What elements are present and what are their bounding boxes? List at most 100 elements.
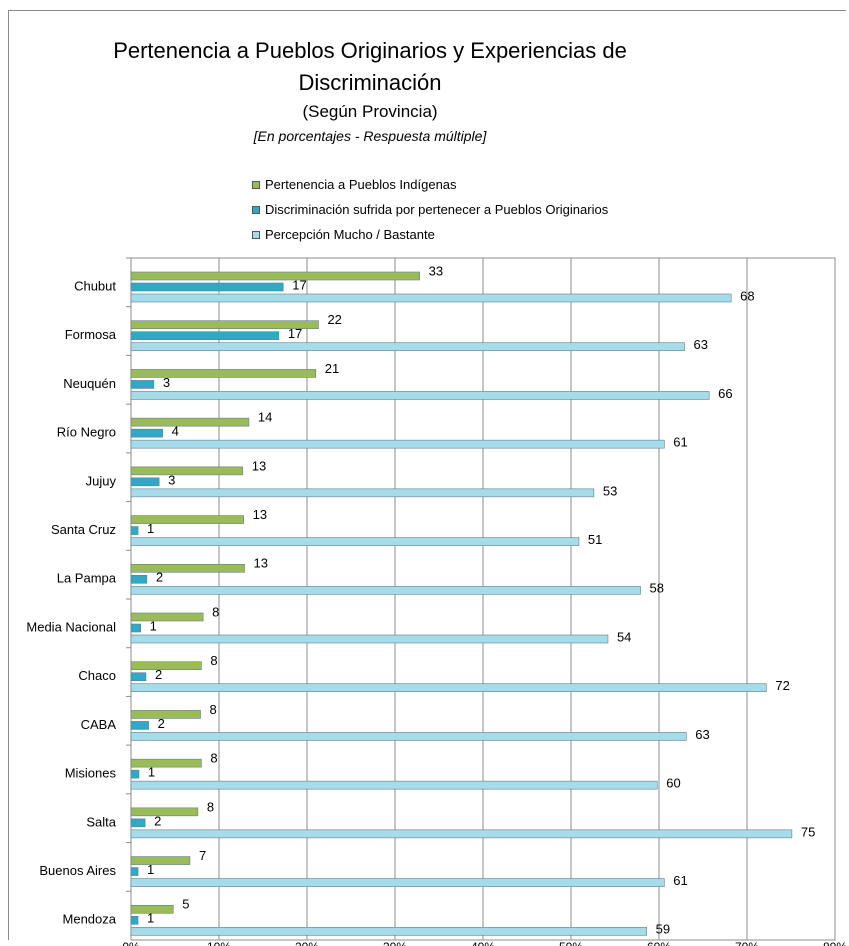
bar-s1 — [130, 867, 139, 876]
category-label: Buenos Aires — [39, 863, 116, 878]
category-label: Mendoza — [63, 912, 117, 927]
bar-s1 — [130, 428, 163, 438]
data-label-s1: 1 — [147, 862, 154, 877]
data-label-s2: 75 — [801, 824, 815, 839]
data-label-s2: 61 — [673, 873, 687, 888]
data-label-s2: 63 — [695, 727, 709, 742]
bar-s0 — [130, 563, 245, 573]
data-label-s0: 8 — [207, 799, 214, 814]
legend-swatch-discriminacion — [252, 205, 260, 214]
data-label-s2: 66 — [718, 386, 732, 401]
bar-s2 — [130, 342, 685, 352]
data-label-s2: 53 — [603, 483, 617, 498]
category-label: Salta — [86, 814, 116, 829]
data-label-s1: 3 — [168, 472, 175, 487]
bar-s0 — [130, 807, 199, 817]
data-label-s0: 5 — [182, 897, 189, 912]
bar-s1 — [130, 380, 155, 389]
data-label-s2: 72 — [775, 678, 789, 693]
bar-s1 — [130, 282, 284, 292]
x-tick-label: 60% — [647, 940, 671, 946]
data-label-s1: 1 — [147, 911, 154, 926]
x-tick-label: 40% — [471, 940, 495, 946]
bar-s0 — [130, 612, 204, 622]
legend-item-pertenencia: Pertenencia a Pueblos Indígenas — [252, 172, 608, 197]
bar-s0 — [130, 320, 319, 330]
bar-s0 — [130, 661, 202, 671]
category-label: Chaco — [78, 668, 116, 683]
data-label-s1: 2 — [155, 667, 162, 682]
bar-s2 — [130, 391, 710, 400]
category-label: Media Nacional — [26, 619, 116, 634]
bar-s1 — [130, 672, 147, 682]
data-label-s2: 61 — [673, 435, 687, 450]
data-label-s0: 14 — [258, 410, 272, 425]
x-tick-label: 70% — [735, 940, 759, 946]
bar-s0 — [130, 515, 244, 524]
bar-s2 — [130, 488, 595, 498]
data-label-s2: 60 — [666, 776, 680, 791]
bar-s2 — [130, 926, 647, 936]
bar-s2 — [130, 439, 665, 449]
bar-s1 — [130, 818, 146, 828]
bar-s2 — [130, 780, 658, 790]
category-label: Formosa — [65, 327, 117, 342]
category-label: Río Negro — [57, 425, 116, 440]
data-label-s0: 7 — [199, 848, 206, 863]
chart-legend: Pertenencia a Pueblos Indígenas Discrimi… — [252, 172, 608, 247]
data-label-s0: 21 — [325, 361, 339, 376]
category-label: Neuquén — [63, 376, 116, 391]
bar-s2 — [130, 878, 665, 887]
data-label-s0: 8 — [210, 751, 217, 766]
chart-subtitle: (Según Provincia) — [302, 102, 438, 121]
bar-s1 — [130, 477, 160, 487]
data-label-s0: 8 — [212, 604, 219, 619]
legend-label-percepcion: Percepción Mucho / Bastante — [265, 227, 435, 242]
data-label-s0: 8 — [210, 653, 217, 668]
data-label-s2: 51 — [588, 532, 602, 547]
bar-s1 — [130, 331, 280, 341]
data-label-s0: 13 — [254, 556, 268, 571]
bar-s2 — [130, 634, 609, 644]
bar-s1 — [130, 623, 141, 633]
data-label-s2: 54 — [617, 629, 631, 644]
data-label-s0: 33 — [429, 263, 443, 278]
data-label-s2: 59 — [656, 922, 670, 937]
x-tick-label: 80% — [823, 940, 847, 946]
data-label-s1: 17 — [288, 326, 302, 341]
data-label-s0: 22 — [327, 312, 341, 327]
bar-s0 — [130, 417, 250, 427]
bar-s0 — [130, 271, 420, 281]
data-label-s1: 2 — [154, 813, 161, 828]
data-label-s1: 3 — [163, 375, 170, 390]
x-tick-label: 50% — [559, 940, 583, 946]
data-label-s0: 8 — [210, 702, 217, 717]
category-label: Chubut — [74, 278, 116, 293]
category-label: Jujuy — [86, 473, 117, 488]
bar-s1 — [130, 526, 139, 535]
x-tick-label: 20% — [295, 940, 319, 946]
bar-s2 — [130, 585, 641, 595]
data-label-s1: 2 — [156, 570, 163, 585]
chart-frame — [8, 10, 846, 940]
bar-s2 — [130, 732, 687, 741]
category-label: Misiones — [65, 766, 117, 781]
bar-s2 — [130, 683, 767, 693]
data-label-s1: 1 — [150, 618, 157, 633]
bar-s2 — [130, 293, 732, 303]
chart-note: [En porcentajes - Respuesta múltiple] — [253, 128, 487, 144]
chart-title-line1: Pertenencia a Pueblos Originarios y Expe… — [113, 38, 627, 63]
legend-label-discriminacion: Discriminación sufrida por pertenecer a … — [265, 202, 609, 217]
data-label-s1: 1 — [148, 765, 155, 780]
bar-s2 — [130, 537, 580, 546]
chart-title-line2: Discriminación — [298, 70, 442, 95]
bar-s0 — [130, 856, 191, 865]
x-tick-label: 0% — [122, 940, 140, 946]
data-label-s2: 58 — [650, 581, 664, 596]
category-label: La Pampa — [57, 571, 117, 586]
bar-s1 — [130, 721, 149, 730]
bar-s2 — [130, 829, 793, 839]
bar-s1 — [130, 915, 139, 925]
legend-swatch-pertenencia — [252, 180, 260, 189]
bar-s0 — [130, 369, 317, 378]
